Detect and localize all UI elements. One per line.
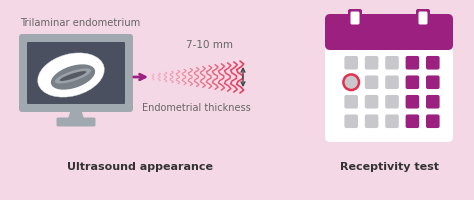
FancyBboxPatch shape <box>406 95 419 109</box>
FancyBboxPatch shape <box>385 115 399 128</box>
FancyBboxPatch shape <box>406 76 419 90</box>
FancyBboxPatch shape <box>385 95 399 109</box>
FancyBboxPatch shape <box>345 115 358 128</box>
Text: 7-10 mm: 7-10 mm <box>186 40 234 50</box>
FancyBboxPatch shape <box>419 12 428 25</box>
Ellipse shape <box>38 54 104 98</box>
FancyBboxPatch shape <box>385 57 399 70</box>
Ellipse shape <box>51 65 95 90</box>
FancyBboxPatch shape <box>345 76 358 90</box>
FancyBboxPatch shape <box>325 15 453 142</box>
Text: Trilaminar endometrium: Trilaminar endometrium <box>20 18 140 28</box>
Ellipse shape <box>60 72 86 82</box>
FancyBboxPatch shape <box>350 12 359 25</box>
FancyBboxPatch shape <box>19 35 133 112</box>
FancyBboxPatch shape <box>56 118 95 127</box>
FancyBboxPatch shape <box>426 95 439 109</box>
FancyBboxPatch shape <box>385 76 399 90</box>
FancyBboxPatch shape <box>330 40 448 46</box>
FancyBboxPatch shape <box>426 76 439 90</box>
FancyBboxPatch shape <box>27 43 125 104</box>
Ellipse shape <box>55 69 91 84</box>
Polygon shape <box>68 109 84 119</box>
FancyBboxPatch shape <box>365 57 378 70</box>
Text: Endometrial thickness: Endometrial thickness <box>142 102 250 112</box>
FancyBboxPatch shape <box>416 10 430 28</box>
FancyBboxPatch shape <box>325 15 453 51</box>
Text: Receptivity test: Receptivity test <box>340 161 439 171</box>
FancyBboxPatch shape <box>426 57 439 70</box>
FancyBboxPatch shape <box>348 10 362 28</box>
FancyBboxPatch shape <box>365 95 378 109</box>
FancyBboxPatch shape <box>426 115 439 128</box>
FancyBboxPatch shape <box>345 57 358 70</box>
FancyBboxPatch shape <box>365 76 378 90</box>
Text: Ultrasound appearance: Ultrasound appearance <box>67 161 213 171</box>
FancyBboxPatch shape <box>345 95 358 109</box>
FancyBboxPatch shape <box>406 57 419 70</box>
FancyBboxPatch shape <box>365 115 378 128</box>
FancyBboxPatch shape <box>406 115 419 128</box>
